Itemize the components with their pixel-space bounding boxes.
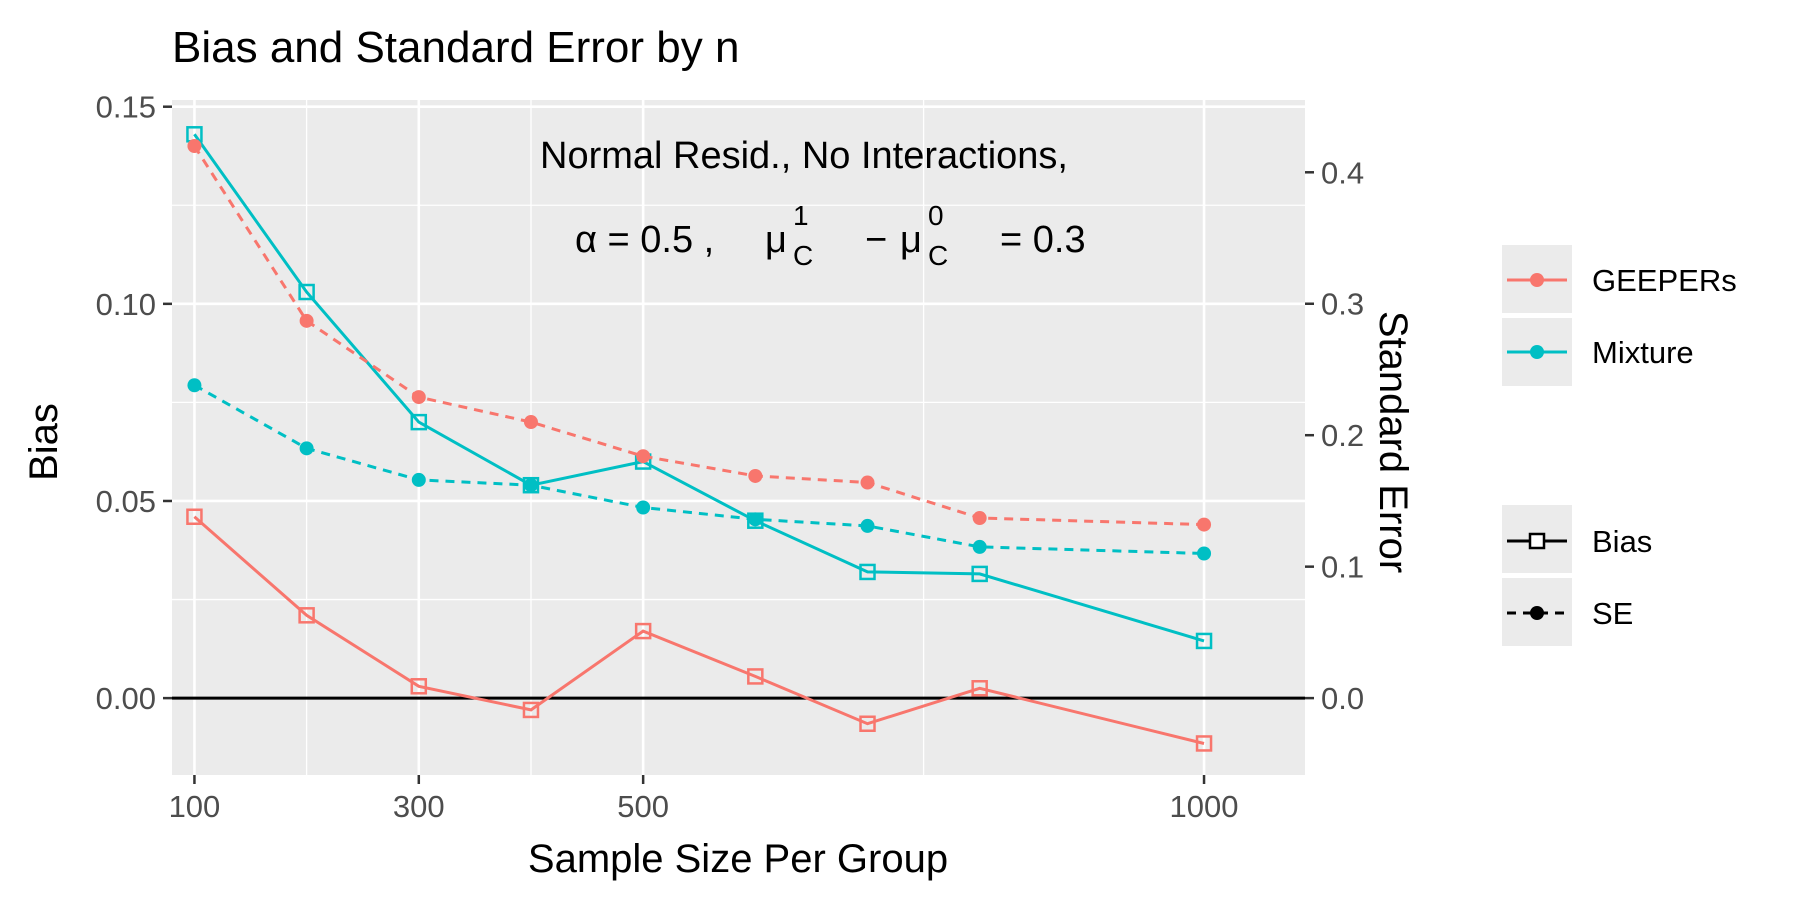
x-tick-label: 100	[169, 789, 221, 824]
data-point-mixture-se	[636, 500, 651, 515]
annotation-minus: −	[865, 219, 887, 261]
annotation: Normal Resid., No Interactions, α = 0.5 …	[540, 135, 1086, 271]
x-tick-label: 300	[393, 789, 445, 824]
data-point-mixture-bias	[298, 283, 315, 301]
y-tick-label: 0.15	[96, 90, 156, 125]
y2-tick-label: 0.1	[1321, 550, 1364, 585]
annotation-sub1: C	[793, 240, 813, 271]
data-point-mixture-se	[748, 512, 763, 527]
x-tick-label: 1000	[1170, 789, 1239, 824]
series-layer	[186, 126, 1213, 752]
data-point-geepers-se	[748, 468, 763, 483]
data-point-mixture-se	[187, 378, 202, 393]
annotation-mu1: μ	[765, 219, 787, 261]
data-point-mixture-se	[972, 539, 987, 554]
annotation-line1: Normal Resid., No Interactions,	[540, 135, 1068, 177]
legend-key-point-geepers	[1530, 273, 1544, 287]
data-point-mixture-bias	[971, 565, 988, 583]
data-point-geepers-se	[299, 313, 314, 328]
annotation-sup1: 1	[793, 200, 809, 231]
data-point-mixture-se	[1197, 546, 1212, 561]
y-tick-label: 0.10	[96, 287, 156, 322]
series-geepers-se	[187, 139, 1212, 532]
y2-tick-label: 0.4	[1321, 155, 1364, 190]
series-geepers-bias	[186, 508, 1213, 752]
data-point-geepers-bias	[634, 622, 652, 640]
legend-label-se: SE	[1592, 596, 1633, 631]
grid-minor	[172, 100, 1305, 775]
data-point-geepers-bias	[1195, 735, 1213, 752]
y-axis-left: 0.00 0.05 0.10 0.15	[96, 90, 172, 716]
x-tick-label: 500	[617, 789, 669, 824]
legend-label-mixture: Mixture	[1592, 335, 1694, 370]
data-point-mixture-bias	[410, 413, 428, 431]
data-point-geepers-se	[187, 139, 202, 154]
data-point-geepers-se	[636, 449, 651, 464]
chart-title: Bias and Standard Error by n	[172, 23, 739, 72]
y2-tick-label: 0.3	[1321, 287, 1364, 322]
data-point-mixture-se	[299, 441, 314, 456]
x-axis: 100 300 500 1000	[169, 775, 1239, 824]
annotation-sub0: C	[928, 240, 948, 271]
data-point-mixture-bias	[1195, 632, 1213, 650]
plot-panel	[172, 100, 1305, 775]
data-point-geepers-bias	[298, 607, 315, 624]
data-point-geepers-se	[411, 390, 426, 405]
annotation-alpha: α = 0.5 ,	[575, 219, 714, 261]
legend-label-geepers: GEEPERs	[1592, 263, 1737, 298]
legend-key-point-mixture	[1530, 345, 1544, 359]
data-point-mixture-bias	[859, 563, 876, 581]
y-tick-label: 0.00	[96, 681, 156, 716]
series-line-geepers-bias	[193, 515, 1205, 745]
y2-axis-title: Standard Error	[1371, 311, 1415, 573]
data-point-geepers-bias	[747, 668, 764, 685]
data-point-geepers-bias	[410, 678, 428, 695]
legend-key-marker-bias	[1528, 532, 1546, 550]
y-tick-label: 0.05	[96, 484, 156, 519]
x-axis-title: Sample Size Per Group	[528, 837, 948, 881]
data-point-geepers-se	[860, 475, 875, 490]
data-point-geepers-bias	[522, 701, 540, 719]
data-point-geepers-bias	[971, 680, 988, 697]
legend-key-marker-se	[1530, 606, 1544, 620]
annotation-rhs: = 0.3	[1000, 219, 1086, 261]
series-line-geepers-se	[193, 145, 1205, 527]
legend: GEEPERs Mixture Bias SE	[1502, 245, 1737, 646]
data-point-mixture-se	[411, 472, 426, 487]
legend-label-bias: Bias	[1592, 524, 1652, 559]
y-axis-title: Bias	[22, 403, 66, 481]
y2-tick-label: 0.2	[1321, 418, 1364, 453]
annotation-line2: α = 0.5 , μ − μ = 0.3	[575, 219, 1086, 261]
annotation-mu0: μ	[900, 219, 922, 261]
data-point-geepers-se	[972, 511, 987, 526]
data-point-mixture-se	[860, 518, 875, 533]
data-point-geepers-se	[523, 415, 538, 430]
data-point-mixture-se	[523, 478, 538, 493]
series-mixture-se	[187, 378, 1212, 561]
data-point-geepers-bias	[859, 715, 876, 732]
annotation-sup0: 0	[928, 200, 944, 231]
y-axis-right: 0.0 0.1 0.2 0.3 0.4	[1305, 155, 1364, 716]
data-point-geepers-bias	[186, 508, 203, 525]
y2-tick-label: 0.0	[1321, 681, 1364, 716]
data-point-geepers-se	[1197, 517, 1212, 532]
